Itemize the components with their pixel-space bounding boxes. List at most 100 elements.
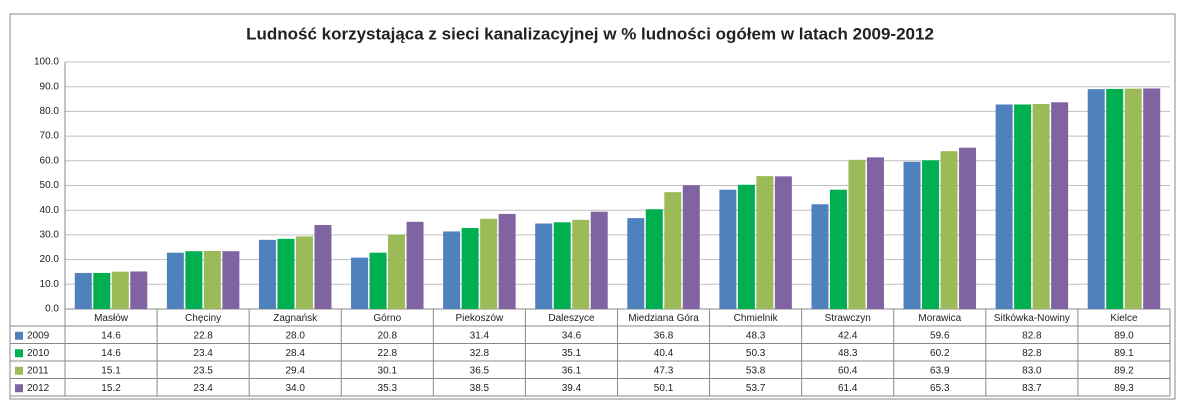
bar bbox=[369, 252, 387, 309]
bar bbox=[1124, 88, 1142, 310]
legend-swatch bbox=[15, 366, 23, 375]
bar bbox=[1143, 88, 1161, 309]
legend-label: 2009 bbox=[27, 330, 50, 341]
table-value: 50.1 bbox=[654, 383, 674, 394]
bar bbox=[664, 192, 682, 309]
table-value: 15.2 bbox=[101, 383, 121, 394]
bar bbox=[590, 211, 608, 309]
table-value: 36.5 bbox=[470, 365, 490, 376]
y-tick-label: 100.0 bbox=[34, 57, 59, 68]
y-tick-label: 30.0 bbox=[40, 230, 60, 241]
table-value: 23.4 bbox=[193, 383, 213, 394]
bar bbox=[535, 223, 553, 309]
x-tick-label: Chmielnik bbox=[734, 313, 779, 324]
table-value: 34.0 bbox=[285, 383, 305, 394]
x-tick-label: Sitkówka-Nowiny bbox=[994, 313, 1070, 324]
bar bbox=[388, 234, 406, 309]
table-value: 82.8 bbox=[1022, 348, 1042, 359]
table-value: 83.7 bbox=[1022, 383, 1042, 394]
table-value: 89.1 bbox=[1114, 348, 1134, 359]
table-value: 22.8 bbox=[193, 330, 213, 341]
bar bbox=[111, 271, 129, 309]
table-value: 28.4 bbox=[285, 348, 305, 359]
table-value: 60.2 bbox=[930, 348, 950, 359]
bar bbox=[351, 257, 369, 309]
x-tick-label: Górno bbox=[373, 313, 401, 324]
bar bbox=[443, 231, 461, 309]
table-value: 38.5 bbox=[470, 383, 490, 394]
bar bbox=[1014, 104, 1032, 309]
bar bbox=[203, 250, 221, 309]
bar bbox=[314, 225, 332, 309]
table-value: 14.6 bbox=[101, 330, 121, 341]
x-tick-label: Chęciny bbox=[185, 313, 221, 324]
bar bbox=[1087, 89, 1105, 309]
bar bbox=[940, 151, 958, 309]
bar bbox=[756, 176, 774, 309]
table-value: 22.8 bbox=[378, 348, 398, 359]
bar bbox=[166, 252, 184, 309]
y-tick-label: 50.0 bbox=[40, 180, 60, 191]
table-value: 39.4 bbox=[562, 383, 582, 394]
bar bbox=[645, 209, 663, 309]
y-tick-label: 20.0 bbox=[40, 254, 60, 265]
y-tick-label: 10.0 bbox=[40, 279, 60, 290]
chart-frame bbox=[9, 13, 1176, 400]
legend-swatch bbox=[15, 349, 23, 358]
x-tick-label: Strawczyn bbox=[825, 313, 871, 324]
legend-label: 2012 bbox=[27, 383, 50, 394]
bar bbox=[74, 272, 92, 309]
table-value: 89.0 bbox=[1114, 330, 1134, 341]
bar bbox=[1032, 103, 1050, 310]
table-value: 83.0 bbox=[1022, 365, 1042, 376]
bar bbox=[461, 227, 479, 309]
table-value: 35.1 bbox=[562, 348, 582, 359]
table-value: 47.3 bbox=[654, 365, 674, 376]
bar bbox=[406, 221, 424, 309]
x-tick-label: Masłów bbox=[94, 313, 129, 324]
x-tick-label: Daleszyce bbox=[548, 313, 595, 324]
bar bbox=[811, 204, 829, 309]
bar bbox=[295, 236, 313, 309]
table-value: 42.4 bbox=[838, 330, 858, 341]
table-value: 89.2 bbox=[1114, 365, 1134, 376]
bar bbox=[498, 213, 516, 309]
bar bbox=[995, 104, 1013, 309]
bar bbox=[572, 219, 590, 309]
bar bbox=[277, 238, 295, 309]
bar bbox=[719, 189, 737, 309]
y-tick-label: 80.0 bbox=[40, 106, 60, 117]
table-value: 15.1 bbox=[101, 365, 121, 376]
bar bbox=[627, 218, 645, 309]
table-value: 50.3 bbox=[746, 348, 766, 359]
table-value: 14.6 bbox=[101, 348, 121, 359]
table-value: 60.4 bbox=[838, 365, 858, 376]
bar bbox=[258, 239, 276, 309]
table-value: 61.4 bbox=[838, 383, 858, 394]
bar bbox=[93, 272, 111, 309]
legend-swatch bbox=[15, 331, 23, 340]
bar bbox=[553, 222, 571, 309]
chart-title: Ludność korzystająca z sieci kanalizacyj… bbox=[246, 24, 934, 43]
x-tick-label: Morawica bbox=[918, 313, 961, 324]
table-value: 20.8 bbox=[378, 330, 398, 341]
table-value: 63.9 bbox=[930, 365, 950, 376]
bar bbox=[848, 159, 866, 309]
bar bbox=[682, 185, 700, 309]
bar bbox=[737, 184, 755, 309]
table-value: 36.8 bbox=[654, 330, 674, 341]
table-value: 48.3 bbox=[838, 348, 858, 359]
table-value: 32.8 bbox=[470, 348, 490, 359]
y-tick-label: 0.0 bbox=[45, 304, 59, 315]
table-value: 40.4 bbox=[654, 348, 674, 359]
table-value: 30.1 bbox=[378, 365, 398, 376]
table-value: 31.4 bbox=[470, 330, 490, 341]
table-value: 36.1 bbox=[562, 365, 582, 376]
bar bbox=[922, 160, 940, 309]
bar bbox=[959, 147, 977, 309]
bar bbox=[185, 251, 203, 309]
table-value: 34.6 bbox=[562, 330, 582, 341]
x-tick-label: Kielce bbox=[1110, 313, 1138, 324]
table-value: 48.3 bbox=[746, 330, 766, 341]
